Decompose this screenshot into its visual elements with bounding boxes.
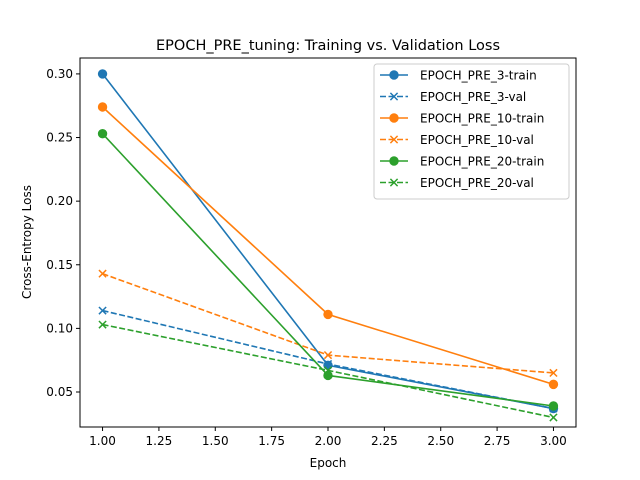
series-line [102, 309, 554, 410]
y-tick-label: 0.30 [46, 67, 73, 81]
legend-label: EPOCH_PRE_10-val [420, 133, 534, 147]
legend: EPOCH_PRE_3-train EPOCH_PRE_3-val EPOCH_PR… [373, 63, 570, 200]
legend-label: EPOCH_PRE_10-train [420, 112, 544, 126]
series-EPOCH_PRE_3-val [98, 306, 558, 413]
series-EPOCH_PRE_20-train [97, 129, 559, 411]
data-point [98, 320, 107, 329]
data-point [97, 129, 108, 139]
legend-label: EPOCH_PRE_3-val [420, 90, 526, 104]
legend-swatch-marker [389, 135, 399, 144]
legend-entry: EPOCH_PRE_3-val [380, 90, 526, 104]
data-point [97, 69, 108, 79]
legend-label: EPOCH_PRE_20-train [420, 155, 544, 169]
legend-swatch-marker [389, 92, 399, 101]
y-tick-label: 0.15 [46, 258, 73, 272]
x-axis-title: Epoch [310, 456, 347, 470]
x-tick-label: 2.50 [427, 434, 454, 448]
data-point [323, 309, 333, 320]
y-tick-label: 0.05 [46, 385, 73, 399]
y-tick-label: 0.20 [46, 194, 73, 208]
x-tick-label: 1.50 [202, 434, 229, 448]
data-point [97, 102, 108, 112]
data-point [323, 359, 333, 369]
x-tick-label: 1.75 [258, 434, 285, 448]
x-tick-label: 2.25 [371, 434, 398, 448]
x-tick-label: 3.00 [540, 434, 567, 448]
legend-entry: EPOCH_PRE_3-train [380, 69, 537, 83]
legend-entry: EPOCH_PRE_20-train [380, 155, 544, 169]
legend-swatch-marker [389, 178, 399, 187]
x-tick-label: 2.00 [315, 434, 342, 448]
data-point [323, 350, 333, 360]
legend-entry: EPOCH_PRE_10-val [380, 133, 534, 147]
series-EPOCH_PRE_10-val [98, 269, 558, 378]
data-point [98, 269, 107, 278]
x-tick-label: 1.25 [146, 434, 173, 448]
data-point [98, 306, 107, 315]
series-EPOCH_PRE_20-val [98, 320, 558, 422]
data-point [549, 413, 558, 422]
legend-swatch-marker [389, 113, 399, 123]
data-point [323, 366, 333, 375]
y-tick-label: 0.25 [46, 131, 73, 145]
data-point [548, 379, 559, 390]
legend-box [373, 63, 570, 200]
x-axis: 1.00 1.25 1.50 1.75 2.00 2.25 2.50 2.75 3.00 [89, 427, 567, 448]
chart-title: EPOCH_PRE_tuning: Training vs. Validatio… [156, 38, 500, 54]
data-point [548, 401, 559, 411]
y-tick-label: 0.10 [46, 321, 73, 335]
legend-entry: EPOCH_PRE_20-val [380, 176, 534, 190]
y-axis: 0.05 0.10 0.15 0.20 0.25 0.30 [46, 67, 80, 399]
x-tick-label: 2.75 [484, 434, 511, 448]
x-tick-label: 1.00 [89, 434, 116, 448]
legend-label: EPOCH_PRE_20-val [420, 176, 534, 190]
y-axis-title: Cross-Entropy Loss [20, 185, 34, 299]
series-line [102, 272, 554, 374]
legend-label: EPOCH_PRE_3-train [420, 69, 537, 83]
legend-entry: EPOCH_PRE_10-train [380, 112, 544, 126]
data-point [549, 368, 558, 378]
series-EPOCH_PRE_10-train [97, 102, 559, 390]
legend-swatch-marker [389, 156, 399, 166]
plot-area [97, 69, 559, 422]
legend-swatch-marker [389, 70, 399, 80]
